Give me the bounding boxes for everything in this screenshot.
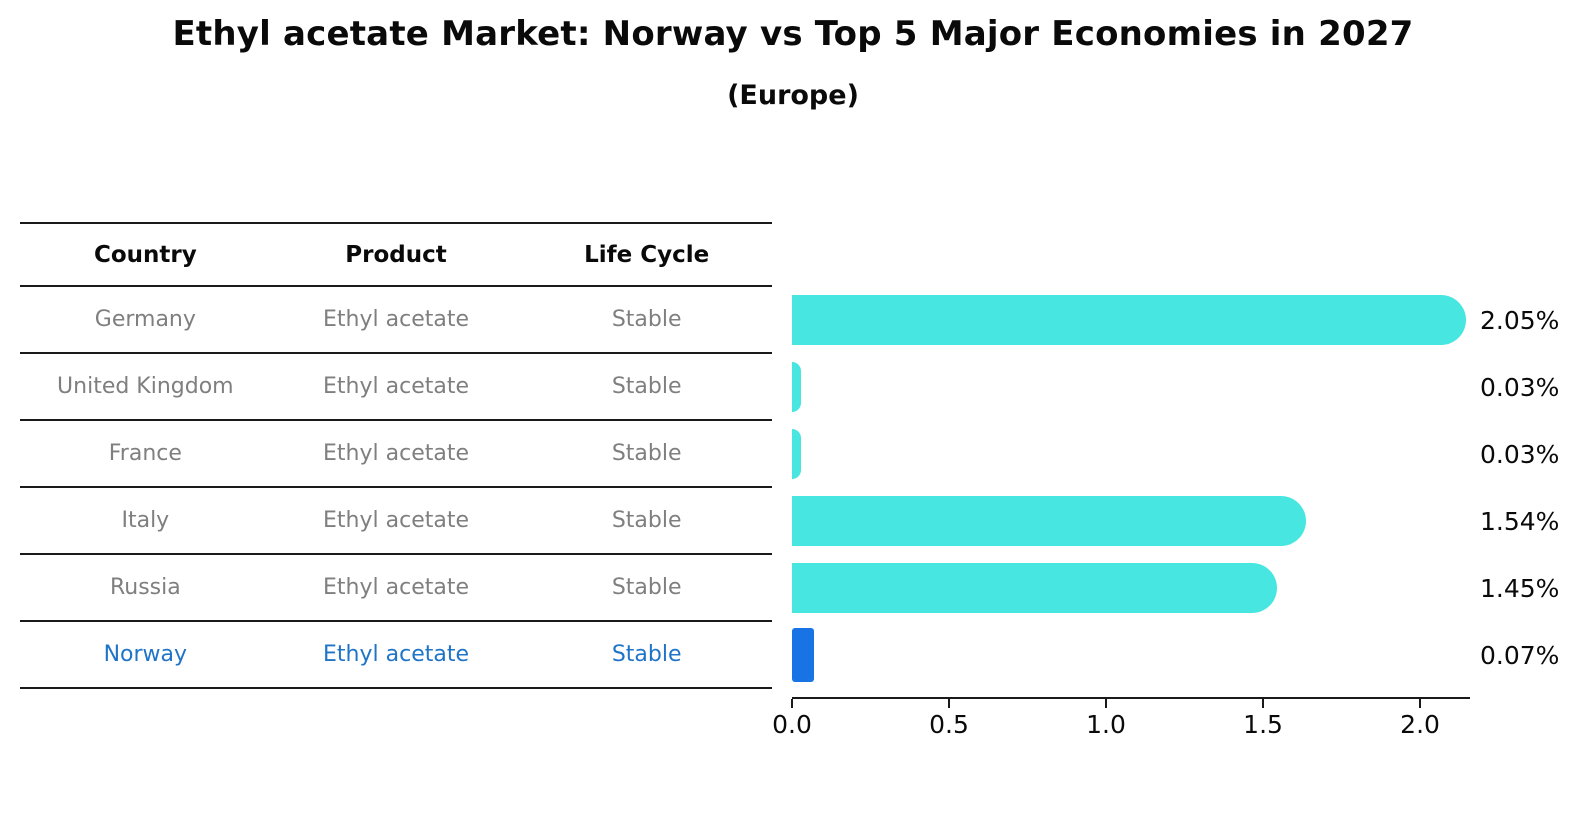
table-row-russia: Russia Ethyl acetate Stable: [20, 555, 772, 622]
chart-subtitle: (Europe): [727, 80, 859, 111]
bar-france: [792, 429, 802, 479]
x-axis: 0.0 0.5 1.0 1.5 2.0: [772, 699, 1470, 739]
x-tick-mark: [948, 699, 951, 708]
table-row-norway: Norway Ethyl acetate Stable: [20, 622, 772, 689]
table-cell-country: France: [108, 441, 182, 466]
table-cell-life-cycle: Stable: [611, 508, 682, 533]
table-row-united-kingdom: United Kingdom Ethyl acetate Stable: [20, 354, 772, 421]
table-cell-product: Ethyl acetate: [323, 374, 469, 399]
x-tick-label: 2.0: [1400, 710, 1440, 739]
x-tick-label: 0.5: [929, 710, 969, 739]
table-cell-product: Ethyl acetate: [323, 508, 469, 533]
x-tick-label: 1.0: [1086, 710, 1126, 739]
table-cell-life-cycle: Stable: [611, 374, 682, 399]
bar-russia: [792, 563, 1278, 613]
bar-value-label: 0.07%: [1480, 641, 1560, 670]
bar-germany: [792, 295, 1466, 345]
bar-united-kingdom: [792, 362, 802, 412]
table-row-italy: Italy Ethyl acetate Stable: [20, 488, 772, 555]
bar-value-label: 1.45%: [1480, 574, 1560, 603]
x-tick-mark: [1419, 699, 1422, 708]
table-cell-product: Ethyl acetate: [323, 307, 469, 332]
bar-italy: [792, 496, 1306, 546]
table-cell-country: United Kingdom: [57, 374, 234, 399]
page-title: Ethyl acetate Market: Norway vs Top 5 Ma…: [172, 14, 1414, 54]
bar-norway: [792, 628, 814, 682]
table-cell-product: Ethyl acetate: [323, 575, 469, 600]
bar-value-label: 2.05%: [1480, 306, 1560, 335]
bar-value-label: 0.03%: [1480, 440, 1560, 469]
bar-plot-area: [792, 287, 1470, 699]
x-tick-mark: [1262, 699, 1265, 708]
table-header-country: Country: [93, 241, 197, 268]
x-tick-mark: [1105, 699, 1108, 708]
table-cell-life-cycle: Stable: [611, 441, 682, 466]
table-row-germany: Germany Ethyl acetate Stable: [20, 287, 772, 354]
bar-value-label: 0.03%: [1480, 373, 1560, 402]
x-tick-label: 0.0: [772, 710, 812, 739]
table-cell-product: Ethyl acetate: [323, 441, 469, 466]
table-cell-life-cycle: Stable: [611, 307, 682, 332]
table-row-france: France Ethyl acetate Stable: [20, 421, 772, 488]
x-tick-mark: [791, 699, 793, 708]
table-cell-product: Ethyl acetate: [323, 642, 469, 667]
table-cell-country: Italy: [121, 508, 170, 533]
table-cell-country: Germany: [94, 307, 196, 332]
table-header-product: Product: [345, 241, 447, 268]
table-cell-country: Norway: [103, 642, 188, 667]
table-header-life-cycle: Life Cycle: [584, 241, 710, 268]
table-cell-country: Russia: [109, 575, 181, 600]
table-cell-life-cycle: Stable: [611, 642, 682, 667]
table-cell-life-cycle: Stable: [611, 575, 682, 600]
x-tick-label: 1.5: [1243, 710, 1283, 739]
bar-value-label: 1.54%: [1480, 507, 1560, 536]
data-table: Country Product Life Cycle Germany Ethyl…: [20, 222, 772, 689]
table-header-row: Country Product Life Cycle: [20, 222, 772, 287]
